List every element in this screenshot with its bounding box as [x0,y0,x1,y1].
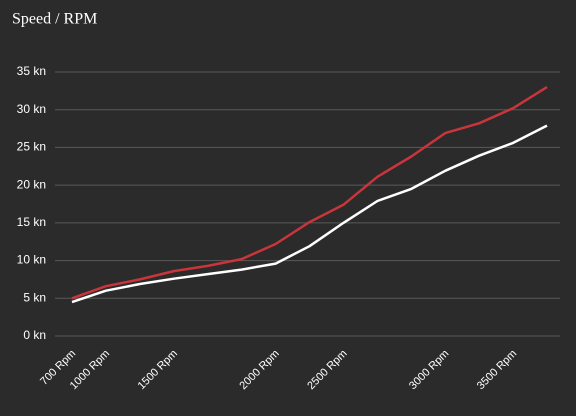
y-tick-label: 20 kn [17,177,46,191]
chart-title: Speed / RPM [12,11,97,28]
y-tick-label: 5 kn [23,290,46,304]
y-tick-label: 30 kn [17,102,46,116]
y-tick-label: 25 kn [17,140,46,154]
y-tick-label: 0 kn [23,328,46,342]
y-tick-label: 15 kn [17,215,46,229]
line-series [71,124,548,304]
line-series [71,86,548,300]
y-tick-label: 10 kn [17,253,46,267]
y-tick-label: 35 kn [17,64,46,78]
